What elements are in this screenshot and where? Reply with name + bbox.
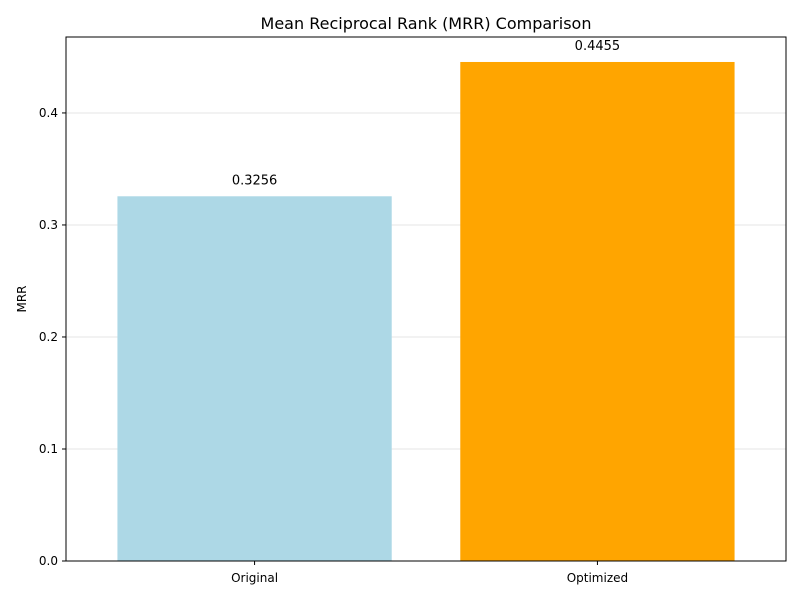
x-axis-ticks: Original Optimized <box>231 561 628 585</box>
plot-area-frame <box>65 36 787 562</box>
bar-optimized <box>460 61 735 561</box>
x-tick-label: Original <box>231 571 278 585</box>
y-tick-label: 0.1 <box>39 442 58 456</box>
bars <box>117 61 735 561</box>
y-tick-label: 0.3 <box>39 218 58 232</box>
bar-value-label: 0.3256 <box>232 173 278 188</box>
y-axis-label: MRR <box>15 285 29 312</box>
y-tick-label: 0.0 <box>39 554 58 568</box>
bar-original <box>117 196 392 561</box>
bar-value-label: 0.4455 <box>575 39 621 54</box>
y-axis-ticks: 0.0 0.1 0.2 0.3 0.4 <box>39 106 66 568</box>
y-tick-label: 0.2 <box>39 330 58 344</box>
chart-title: Mean Reciprocal Rank (MRR) Comparison <box>261 14 592 33</box>
bar-value-labels: 0.3256 0.4455 <box>232 39 620 188</box>
y-tick-label: 0.4 <box>39 106 58 120</box>
x-tick-label: Optimized <box>567 571 628 585</box>
